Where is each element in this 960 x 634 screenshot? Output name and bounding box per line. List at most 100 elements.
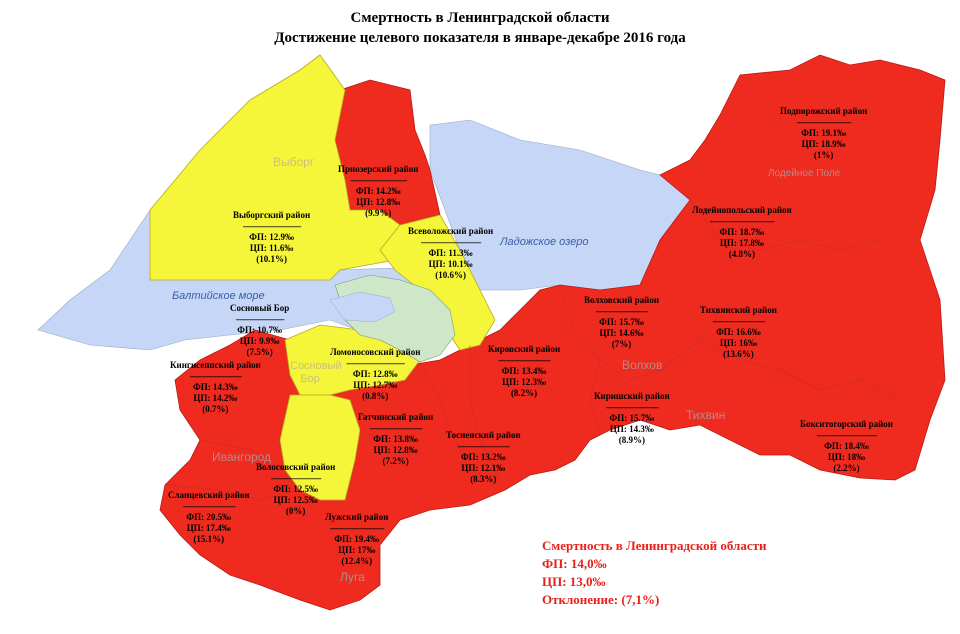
district-separator: --------------------------	[369, 423, 423, 433]
district-separator: -----------------------------	[242, 221, 302, 231]
district-deviation: (8.2%)	[510, 388, 538, 398]
district-separator: --------------------------------	[709, 216, 775, 226]
district-fp: ФП: 15.7‰	[599, 317, 644, 327]
district-fp: ФП: 10.7‰	[237, 325, 282, 335]
district-name: Гатчинский район	[358, 412, 434, 422]
district-podporozhsky: Подпорожский район ---------------------…	[780, 106, 867, 161]
district-cp: ЦП: 12.7‰	[353, 380, 398, 390]
district-volkhovsky: Волховский район -----------------------…	[584, 295, 659, 350]
district-deviation: (7.5%)	[246, 347, 273, 357]
district-cp: ЦП: 12.8‰	[356, 197, 401, 207]
district-separator: --------------------------	[182, 501, 236, 511]
district-name: Всеволожский район	[408, 226, 494, 236]
district-cp: ЦП: 14.3‰	[609, 424, 654, 434]
district-deviation: (8.3%)	[470, 474, 497, 484]
district-name: Волховский район	[584, 295, 660, 305]
district-fp: ФП: 14.2‰	[355, 186, 401, 196]
district-separator: --------------------------	[189, 371, 242, 381]
map-subtitle: Достижение целевого показателя в январе-…	[274, 30, 686, 46]
district-cp: ЦП: 10.1‰	[428, 259, 473, 269]
district-deviation: (7.2%)	[382, 456, 409, 466]
district-deviation: (4.8%)	[728, 249, 755, 259]
district-deviation: (10.1%)	[256, 254, 287, 264]
district-fp: ФП: 20.5‰	[186, 512, 232, 522]
district-cp: ЦП: 17.4‰	[186, 523, 231, 533]
summary-cp: ЦП: 13,0‰	[542, 574, 606, 589]
district-kirovsky: Кировский район ------------------------…	[488, 344, 560, 399]
district-fp: ФП: 18.7‰	[719, 227, 765, 237]
district-separator: ----------------------------	[350, 175, 407, 185]
baltic-sea-label: Балтийское море	[172, 290, 265, 302]
district-name: Сланцевский район	[168, 490, 250, 500]
district-separator: -----------------------------	[346, 358, 405, 368]
district-deviation: (7%)	[611, 339, 632, 349]
district-fp: ФП: 12.9‰	[249, 232, 294, 242]
district-kingiseppsky: Кингисеппский район --------------------…	[170, 360, 261, 415]
district-separator: ------------------------------	[420, 237, 482, 247]
district-name: Сосновый Бор	[230, 303, 290, 313]
district-fp: ФП: 19.1‰	[801, 128, 847, 138]
district-cp: ЦП: 14.2‰	[193, 393, 238, 403]
district-deviation: (0%)	[285, 506, 306, 516]
district-lomonosovsky: Ломоносовский район --------------------…	[330, 347, 420, 402]
district-deviation: (0.7%)	[202, 404, 229, 414]
district-fp: ФП: 18.4‰	[824, 441, 869, 451]
district-cp: ЦП: 12.5‰	[273, 495, 318, 505]
district-fp: ФП: 13.4‰	[501, 366, 547, 376]
district-name: Приозерский район	[338, 164, 419, 174]
district-lodeynopolsky: Лодейнопольский район ------------------…	[692, 205, 792, 260]
district-separator: ---------------------------	[796, 117, 852, 127]
district-fp: ФП: 15.7‰	[609, 413, 655, 423]
yellow-region-vyborgsky	[149, 54, 401, 281]
district-slantsevsky: Сланцевский район ----------------------…	[168, 490, 250, 545]
district-name: Кингисеппский район	[170, 360, 261, 370]
district-cp: ЦП: 14.6‰	[599, 328, 644, 338]
map-title: Смертность в Ленинградской области	[350, 10, 610, 26]
district-fp: ФП: 14.3‰	[193, 382, 238, 392]
district-deviation: (2.2%)	[833, 463, 860, 473]
district-tikhvinsky: Тихвинский район -----------------------…	[700, 305, 777, 360]
district-cp: ЦП: 17‰	[338, 545, 376, 555]
district-separator: -------------------------	[270, 473, 322, 483]
district-cp: ЦП: 12.1‰	[461, 463, 506, 473]
district-cp: ЦП: 11.6‰	[249, 243, 294, 253]
district-deviation: (0.8%)	[362, 391, 389, 401]
district-name: Киришский район	[594, 391, 670, 401]
district-deviation: (15.1%)	[193, 534, 225, 544]
district-cp: ЦП: 17.8‰	[719, 238, 764, 248]
district-name: Лужский район	[325, 512, 389, 522]
town-sosnovy-bor-label: Сосновый Бор	[290, 360, 342, 385]
district-separator: --------------------------	[712, 316, 765, 326]
town-volkhov-label: Волхов	[622, 358, 663, 372]
district-fp: ФП: 12.5‰	[273, 484, 319, 494]
neva-bay	[329, 291, 396, 323]
district-name: Ломоносовский район	[330, 347, 421, 357]
district-deviation: (1%)	[813, 150, 834, 160]
district-cp: ЦП: 9.9‰	[239, 336, 280, 346]
town-luga-label: Луга	[340, 570, 365, 584]
district-cp: ЦП: 12.8‰	[373, 445, 418, 455]
yellow-region-volosovsky	[279, 394, 361, 501]
town-tikhvin-label: Тихвин	[686, 408, 726, 422]
district-boksitogorsky: Бокситогорский район -------------------…	[800, 419, 893, 474]
district-gatchinsky: Гатчинский район -----------------------…	[358, 412, 433, 467]
district-fp: ФП: 13.2‰	[460, 452, 506, 462]
summary-fp: ФП: 14,0‰	[542, 556, 607, 571]
district-deviation: (10.6%)	[435, 270, 466, 280]
district-name: Выборгский район	[233, 210, 311, 220]
district-separator: ---------------------------	[329, 523, 385, 533]
district-separator: --------------------------	[457, 441, 510, 451]
district-name: Тосненский район	[446, 430, 521, 440]
district-kirishsky: Киришский район ------------------------…	[594, 391, 670, 446]
district-name: Волосовский район	[256, 462, 336, 472]
district-fp: ФП: 13.8‰	[373, 434, 418, 444]
district-vsevolozhsky: Всеволожский район ---------------------…	[408, 226, 493, 281]
district-cp: ЦП: 16‰	[719, 338, 758, 348]
district-tosnensky: Тосненский район -----------------------…	[446, 430, 521, 485]
district-separator: --------------------------	[605, 402, 659, 412]
district-fp: ФП: 11.3‰	[428, 248, 473, 258]
district-deviation: (12.4%)	[341, 556, 373, 566]
district-name: Кировский район	[488, 344, 561, 354]
summary-deviation: Отклонение: (7,1%)	[542, 592, 660, 607]
district-borders	[164, 199, 901, 501]
